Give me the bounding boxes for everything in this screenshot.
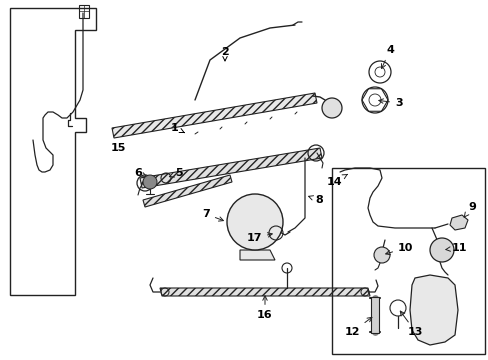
Text: 6: 6	[134, 168, 147, 178]
Polygon shape	[240, 250, 274, 260]
Text: 7: 7	[202, 209, 223, 221]
Text: 3: 3	[378, 98, 402, 108]
Polygon shape	[112, 93, 316, 138]
Text: 17: 17	[246, 233, 272, 243]
Polygon shape	[160, 288, 369, 296]
Text: 12: 12	[344, 317, 371, 337]
Text: 8: 8	[308, 195, 322, 205]
Text: 4: 4	[381, 45, 393, 68]
Text: 1: 1	[171, 123, 184, 133]
Text: 15: 15	[110, 143, 125, 153]
Text: 10: 10	[385, 243, 412, 255]
Circle shape	[373, 247, 389, 263]
Polygon shape	[449, 215, 467, 230]
Polygon shape	[409, 275, 457, 345]
Polygon shape	[140, 148, 321, 188]
Text: 2: 2	[221, 47, 228, 61]
Circle shape	[429, 238, 453, 262]
Circle shape	[226, 194, 283, 250]
Circle shape	[142, 175, 157, 189]
Text: 11: 11	[445, 243, 467, 253]
Polygon shape	[142, 175, 231, 207]
Circle shape	[321, 98, 341, 118]
Polygon shape	[370, 297, 378, 333]
Text: 16: 16	[257, 296, 272, 320]
Text: 9: 9	[463, 202, 475, 217]
Text: 5: 5	[169, 168, 182, 178]
Text: 14: 14	[325, 174, 346, 187]
Text: 13: 13	[400, 311, 423, 337]
